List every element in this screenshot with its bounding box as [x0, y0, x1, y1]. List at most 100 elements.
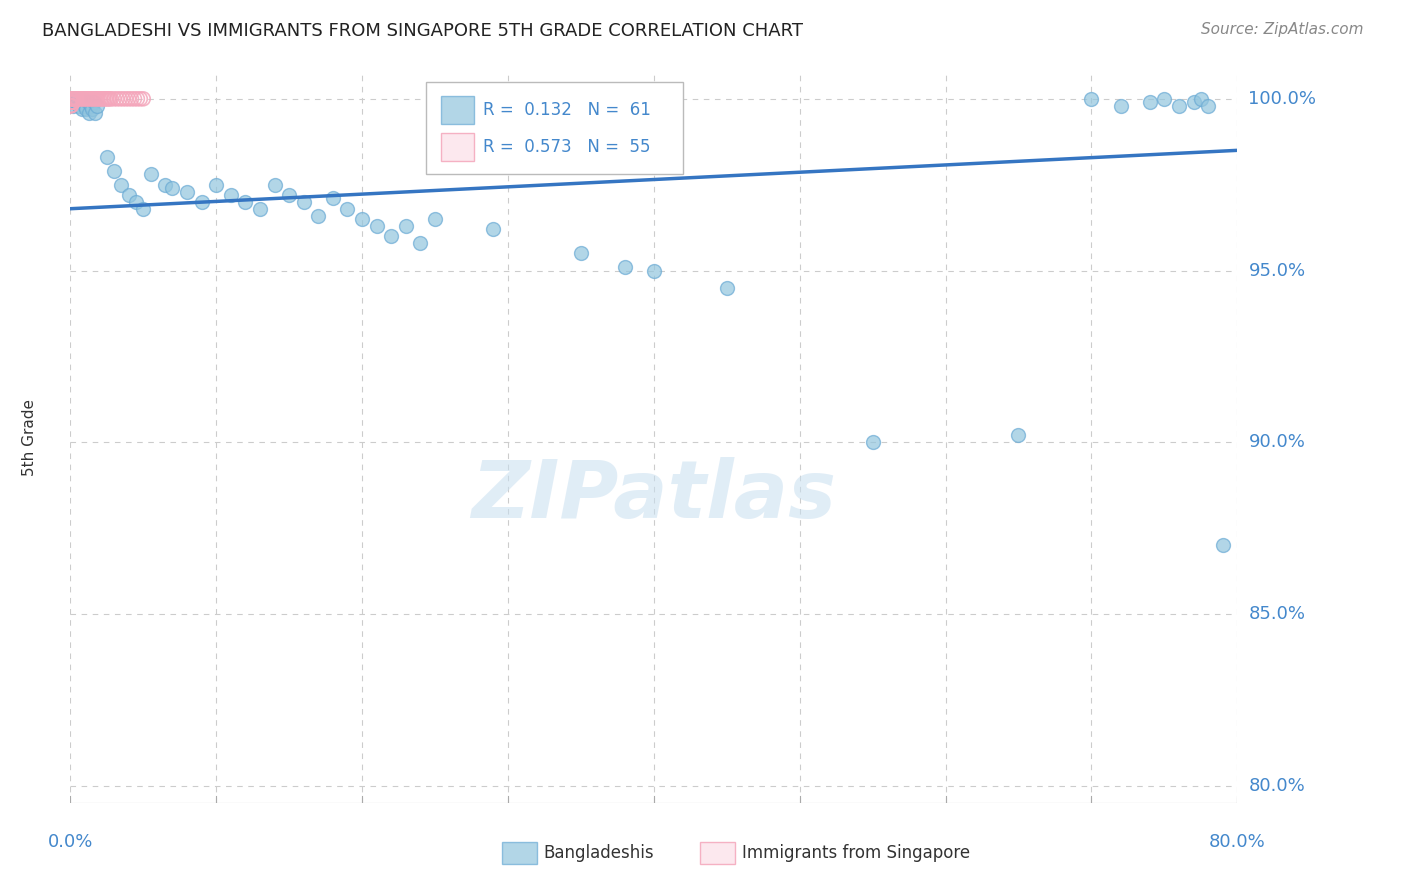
- Point: [1080, 92, 1102, 106]
- FancyBboxPatch shape: [426, 82, 683, 174]
- Point: [395, 219, 418, 233]
- Point: [59, 98, 82, 112]
- Point: [278, 188, 301, 202]
- Point: [162, 181, 184, 195]
- Text: 5th Grade: 5th Grade: [22, 399, 37, 475]
- Point: [862, 435, 884, 450]
- Bar: [441, 133, 474, 161]
- Point: [59, 95, 82, 110]
- Text: 80.0%: 80.0%: [1249, 777, 1305, 795]
- Point: [93, 92, 115, 106]
- Point: [66, 92, 89, 106]
- Text: 0.0%: 0.0%: [48, 833, 93, 851]
- Point: [60, 98, 83, 112]
- Point: [86, 92, 108, 106]
- Bar: [700, 841, 735, 863]
- Point: [190, 194, 212, 209]
- Point: [1189, 92, 1212, 106]
- Point: [1153, 92, 1175, 106]
- Point: [132, 202, 155, 216]
- Point: [96, 92, 118, 106]
- Point: [613, 260, 636, 274]
- Point: [108, 92, 131, 106]
- Point: [76, 92, 98, 106]
- Point: [111, 92, 134, 106]
- Point: [66, 92, 89, 106]
- Point: [91, 92, 114, 106]
- Text: BANGLADESHI VS IMMIGRANTS FROM SINGAPORE 5TH GRADE CORRELATION CHART: BANGLADESHI VS IMMIGRANTS FROM SINGAPORE…: [42, 22, 803, 40]
- Point: [67, 98, 90, 112]
- Point: [72, 92, 94, 106]
- Point: [62, 98, 84, 112]
- Point: [127, 92, 149, 106]
- Point: [307, 209, 329, 223]
- Point: [110, 178, 132, 192]
- Bar: [502, 841, 537, 863]
- Point: [366, 219, 388, 233]
- Point: [125, 194, 148, 209]
- Bar: [441, 96, 474, 124]
- Point: [118, 92, 141, 106]
- Point: [1109, 98, 1132, 112]
- Point: [263, 178, 285, 192]
- Point: [67, 92, 90, 106]
- Point: [73, 98, 96, 112]
- Point: [60, 95, 83, 110]
- Point: [60, 95, 83, 110]
- Text: 85.0%: 85.0%: [1249, 605, 1305, 623]
- Point: [103, 164, 125, 178]
- Point: [84, 92, 107, 106]
- Point: [124, 92, 146, 106]
- Point: [60, 92, 83, 106]
- Point: [87, 92, 110, 106]
- Point: [82, 92, 104, 106]
- Point: [105, 92, 128, 106]
- Point: [336, 202, 359, 216]
- Point: [62, 92, 84, 106]
- Point: [482, 222, 505, 236]
- Point: [1212, 538, 1234, 552]
- Point: [121, 92, 143, 106]
- Point: [70, 92, 93, 106]
- Point: [75, 92, 97, 106]
- Point: [98, 92, 121, 106]
- Point: [60, 98, 83, 112]
- Point: [352, 212, 374, 227]
- Point: [118, 188, 141, 202]
- Point: [62, 95, 84, 110]
- Point: [153, 178, 176, 192]
- Point: [60, 95, 83, 110]
- Point: [97, 92, 120, 106]
- Point: [76, 95, 98, 110]
- Point: [94, 92, 117, 106]
- Text: ZIPatlas: ZIPatlas: [471, 457, 837, 534]
- Text: Source: ZipAtlas.com: Source: ZipAtlas.com: [1201, 22, 1364, 37]
- Point: [83, 95, 105, 110]
- Point: [103, 92, 125, 106]
- Point: [1167, 98, 1189, 112]
- Text: 100.0%: 100.0%: [1249, 90, 1316, 108]
- Point: [380, 229, 402, 244]
- Point: [69, 92, 91, 106]
- Point: [59, 92, 82, 106]
- Point: [80, 92, 103, 106]
- Point: [292, 194, 315, 209]
- Point: [83, 92, 105, 106]
- Point: [63, 92, 86, 106]
- Point: [63, 92, 86, 106]
- Text: 95.0%: 95.0%: [1249, 261, 1306, 279]
- Point: [716, 281, 738, 295]
- Point: [80, 98, 103, 112]
- Point: [409, 235, 432, 250]
- Point: [86, 98, 108, 112]
- Point: [249, 202, 271, 216]
- Point: [129, 92, 152, 106]
- Point: [60, 95, 83, 110]
- Point: [233, 194, 256, 209]
- Point: [84, 105, 107, 120]
- Point: [114, 92, 136, 106]
- Point: [96, 150, 118, 164]
- Text: Bangladeshis: Bangladeshis: [543, 844, 654, 862]
- Point: [65, 92, 87, 106]
- Point: [423, 212, 446, 227]
